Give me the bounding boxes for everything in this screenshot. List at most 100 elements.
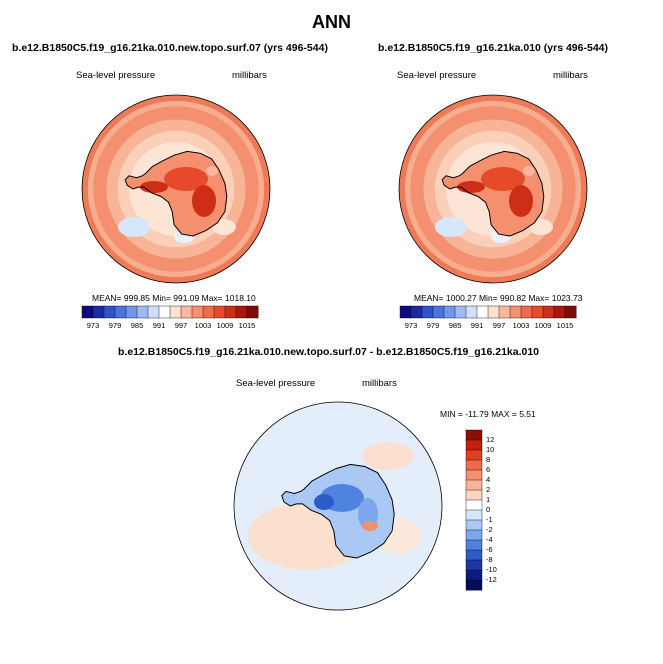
- panel2-colorbar-tick-label: 973: [404, 321, 418, 330]
- panel2-colorbar-swatch-7: [476, 305, 489, 319]
- panel2-polar-map: [398, 94, 588, 284]
- diff-colorbar-tick-label: 4: [486, 475, 491, 484]
- panel1-rim: [82, 95, 270, 283]
- panel1-case-title: b.e12.B1850C5.f19_g16.21ka.010.new.topo.…: [12, 42, 328, 54]
- diff-colorbar-ticks: 12 10 8 6 4 2 1 0 -1 -2 -4 -6 -8 -10 -12: [486, 430, 516, 590]
- diff-colorbar-tick-label: 8: [486, 455, 491, 464]
- panel2-colorbar-swatch-2: [421, 305, 434, 319]
- diff-colorbar-swatch-0: [465, 429, 483, 441]
- panel1-colorbar-swatch-6: [147, 305, 160, 319]
- diff-polar-map: [233, 401, 443, 611]
- panel2-units-label: millibars: [553, 70, 588, 81]
- panel2-colorbar-tick-label: 991: [470, 321, 484, 330]
- panel1-colorbar-swatch-15: [246, 305, 259, 319]
- panel2-high-1: [481, 167, 525, 191]
- panel2-colorbar-tick-label: 1009: [534, 321, 552, 330]
- panel1-colorbar-swatch-11: [202, 305, 215, 319]
- diff-colorbar-swatch-15: [465, 579, 483, 591]
- diff-pos-4: [362, 521, 378, 531]
- diff-colorbar-swatch-7: [465, 499, 483, 511]
- panel1-stats: MEAN= 999.85 Min= 991.09 Max= 1018.10: [92, 293, 256, 303]
- diff-colorbar-swatch-9: [465, 519, 483, 531]
- diff-colorbar: [465, 429, 483, 591]
- panel1-colorbar-tick-label: 1015: [238, 321, 256, 330]
- diff-colorbar-swatch-12: [465, 549, 483, 561]
- panel2-mid-1: [523, 166, 535, 176]
- panel2-colorbar-ticks: 973 979 985 991 997 1003 1009 1015: [400, 321, 576, 331]
- panel1-colorbar-swatch-12: [213, 305, 226, 319]
- panel1-polar-map: [81, 94, 271, 284]
- diff-units-label: millibars: [362, 378, 397, 389]
- diff-colorbar-tick-label: -12: [486, 575, 497, 584]
- diff-title: b.e12.B1850C5.f19_g16.21ka.010.new.topo.…: [118, 346, 540, 358]
- panel1-colorbar-swatch-8: [169, 305, 182, 319]
- panel2-colorbar-swatch-1: [410, 305, 423, 319]
- diff-colorbar-tick-label: -4: [486, 535, 493, 544]
- panel2-high-3: [457, 181, 485, 193]
- panel2-stats: MEAN= 1000.27 Min= 990.82 Max= 1023.73: [414, 293, 583, 303]
- diff-colorbar-tick-label: 2: [486, 485, 491, 494]
- panel2-colorbar-swatch-3: [432, 305, 445, 319]
- panel2-colorbar-swatch-12: [531, 305, 544, 319]
- panel1-colorbar-tick-label: 985: [130, 321, 144, 330]
- diff-colorbar-swatch-6: [465, 489, 483, 501]
- diff-colorbar-tick-label: -10: [486, 565, 497, 574]
- panel1-colorbar-tick-label: 997: [174, 321, 188, 330]
- panel2-colorbar-swatch-6: [465, 305, 478, 319]
- panel2-colorbar-swatch-15: [564, 305, 577, 319]
- panel2-colorbar-swatch-11: [520, 305, 533, 319]
- panel2-colorbar-tick-label: 979: [426, 321, 440, 330]
- diff-variable-label: Sea-level pressure: [236, 378, 316, 389]
- panel2-coastline: [441, 150, 545, 237]
- diff-minmax: MIN = -11.79 MAX = 5.51: [440, 409, 536, 419]
- panel1-colorbar-tick-label: 1003: [194, 321, 212, 330]
- diff-border: [233, 401, 443, 611]
- panel1-coastline: [124, 150, 228, 237]
- panel1-colorbar-tick-label: 979: [108, 321, 122, 330]
- diff-colorbar-tick-label: 6: [486, 465, 491, 474]
- diff-colorbar-tick-label: 12: [486, 435, 495, 444]
- diff-colorbar-tick-label: 0: [486, 505, 491, 514]
- panel1-field: [82, 95, 270, 283]
- panel2-border: [398, 94, 588, 284]
- diff-colorbar-swatch-10: [465, 529, 483, 541]
- panel2-colorbar-tick-label: 1015: [556, 321, 574, 330]
- diff-colorbar-swatch-14: [465, 569, 483, 581]
- diff-colorbar-swatch-4: [465, 469, 483, 481]
- diff-coastline: [281, 463, 395, 559]
- panel2-low-3: [529, 219, 553, 235]
- diff-colorbar-swatch-3: [465, 459, 483, 471]
- panel1-high-3: [140, 181, 168, 193]
- diff-neg-2: [314, 494, 334, 510]
- panel2-colorbar-swatch-0: [399, 305, 412, 319]
- panel1-variable-label: Sea-level pressure: [76, 70, 156, 81]
- panel1-colorbar-swatch-7: [158, 305, 171, 319]
- panel2-case-title: b.e12.B1850C5.f19_g16.21ka.010 (yrs 496-…: [378, 42, 608, 54]
- panel2-colorbar-swatch-14: [553, 305, 566, 319]
- panel2-rim: [399, 95, 587, 283]
- panel2-colorbar-swatch-4: [443, 305, 456, 319]
- page-title: ANN: [312, 12, 351, 32]
- panel2-colorbar-swatch-5: [454, 305, 467, 319]
- panel1-colorbar-swatch-10: [191, 305, 204, 319]
- panel2-colorbar-swatch-9: [498, 305, 511, 319]
- panel1-high-1: [164, 167, 208, 191]
- panel1-colorbar-swatch-9: [180, 305, 193, 319]
- panel2-field: [399, 95, 587, 283]
- panel1-low-3: [212, 219, 236, 235]
- diff-colorbar-tick-label: 10: [486, 445, 495, 454]
- diff-colorbar-tick-label: 1: [486, 495, 491, 504]
- panel1-colorbar-swatch-3: [114, 305, 127, 319]
- panel2-colorbar-tick-label: 985: [448, 321, 462, 330]
- panel1-border: [81, 94, 271, 284]
- diff-colorbar-tick-label: -8: [486, 555, 493, 564]
- panel2-low-1: [435, 217, 467, 237]
- panel2-colorbar-swatch-13: [542, 305, 555, 319]
- panel2-colorbar: [399, 305, 577, 319]
- diff-colorbar-tick-label: -1: [486, 515, 493, 524]
- panel1-colorbar-swatch-14: [235, 305, 248, 319]
- diff-field: [234, 402, 442, 610]
- panel1-low-1: [118, 217, 150, 237]
- panel2-high-2: [509, 185, 533, 217]
- diff-colorbar-tick-label: -6: [486, 545, 493, 554]
